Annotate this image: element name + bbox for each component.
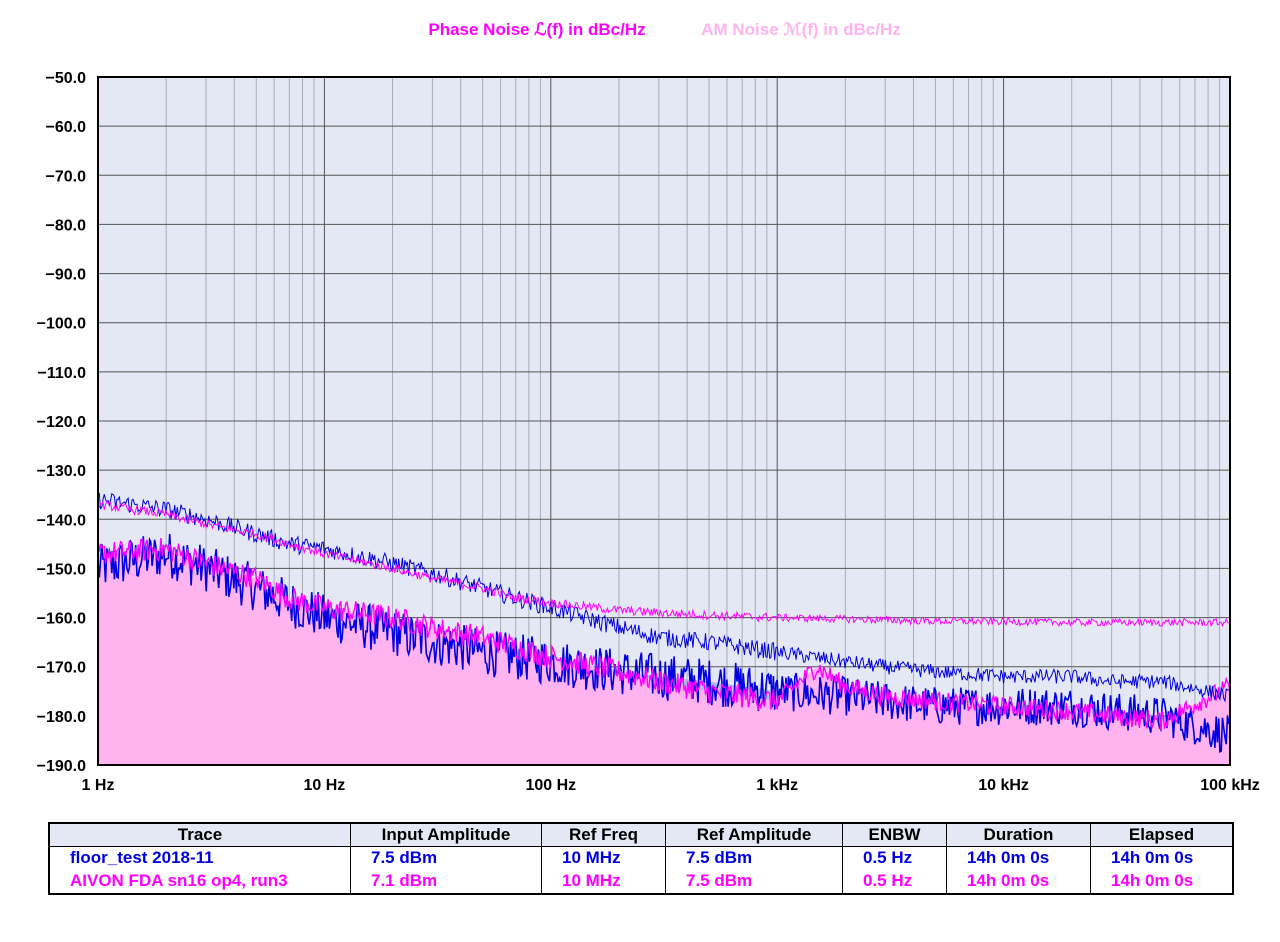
cell-input-amplitude: 7.1 dBm	[350, 869, 542, 894]
cell-enbw: 0.5 Hz	[842, 869, 947, 894]
y-tick-label: −130.0	[37, 463, 86, 480]
y-tick-label: −150.0	[37, 561, 86, 578]
header-elapsed: Elapsed	[1090, 823, 1233, 847]
cell-input-amplitude: 7.5 dBm	[350, 846, 542, 870]
x-tick-label: 100 kHz	[1200, 777, 1260, 794]
y-tick-label: −60.0	[46, 119, 87, 136]
cell-duration: 14h 0m 0s	[946, 846, 1091, 870]
phase-noise-lines	[97, 491, 1231, 754]
cell-enbw: 0.5 Hz	[842, 846, 947, 870]
y-tick-label: −140.0	[37, 512, 86, 529]
cell-elapsed: 14h 0m 0s	[1111, 848, 1194, 868]
cell-ref-freq: 10 MHz	[541, 869, 666, 894]
header-ref-amplitude: Ref Amplitude	[665, 823, 843, 847]
legend-phase-noise: Phase Noise ℒ(f) in dBc/Hz	[428, 20, 645, 39]
x-axis: 1 Hz 10 Hz 100 Hz 1 kHz 10 kHz 100 kHz	[82, 777, 1260, 794]
cell-ref-amplitude: 7.5 dBm	[665, 869, 843, 894]
cell-ref-amplitude: 7.5 dBm	[665, 846, 843, 870]
header-enbw: ENBW	[842, 823, 947, 847]
phase-noise-trace	[97, 500, 1231, 628]
header-trace: Trace	[49, 823, 351, 847]
x-tick-label: 100 Hz	[525, 777, 576, 794]
phase-noise-trace	[97, 491, 1231, 703]
y-tick-label: −110.0	[38, 365, 87, 382]
header-ref-freq: Ref Freq	[541, 823, 666, 847]
x-tick-label: 10 kHz	[978, 777, 1029, 794]
table-header-row: Trace Input Amplitude Ref Freq Ref Ampli…	[49, 823, 1233, 847]
y-tick-label: −50.0	[46, 70, 87, 87]
phase-noise-chart: Phase Noise ℒ(f) in dBc/Hz AM Noise ℳ(f)…	[37, 20, 1260, 794]
x-tick-label: 1 kHz	[756, 777, 798, 794]
y-tick-label: −170.0	[37, 660, 86, 677]
plot-border	[97, 76, 1231, 766]
y-tick-label: −90.0	[46, 267, 87, 284]
y-tick-label: −190.0	[37, 758, 86, 775]
table-row: floor_test 2018-11 7.5 dBm 10 MHz 7.5 dB…	[49, 846, 1233, 870]
legend-am-noise: AM Noise ℳ(f) in dBc/Hz	[701, 20, 901, 39]
y-tick-label: −80.0	[46, 217, 87, 234]
header-duration: Duration	[946, 823, 1091, 847]
y-tick-label: −160.0	[37, 611, 86, 628]
y-axis: −50.0 −60.0 −70.0 −80.0 −90.0 −100.0 −110.0 −12…	[37, 70, 86, 775]
cell-duration: 14h 0m 0s	[946, 869, 1091, 894]
cell-elapsed: 14h 0m 0s	[1111, 871, 1194, 891]
y-tick-label: −70.0	[46, 168, 87, 185]
y-tick-label: −100.0	[37, 316, 86, 333]
cell-trace: floor_test 2018-11	[49, 846, 351, 870]
y-tick-label: −120.0	[37, 414, 86, 431]
trace-info-table: Trace Input Amplitude Ref Freq Ref Ampli…	[48, 822, 1234, 895]
cell-ref-freq: 10 MHz	[541, 846, 666, 870]
cell-trace: AIVON FDA sn16 op4, run3	[49, 869, 351, 894]
x-tick-label: 10 Hz	[304, 777, 346, 794]
am-noise-trace	[97, 537, 1231, 730]
x-tick-label: 1 Hz	[82, 777, 115, 794]
header-input-amplitude: Input Amplitude	[350, 823, 542, 847]
table-row: AIVON FDA sn16 op4, run3 7.1 dBm 10 MHz …	[49, 869, 1233, 894]
y-tick-label: −180.0	[37, 709, 86, 726]
